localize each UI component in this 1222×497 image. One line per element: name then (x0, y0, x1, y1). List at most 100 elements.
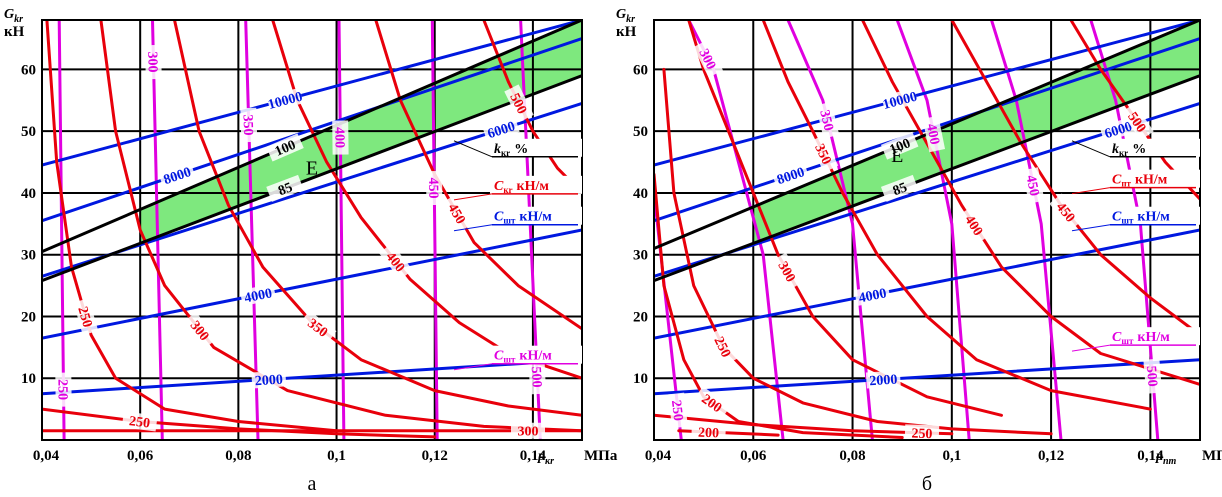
magenta-line (786, 20, 874, 440)
magenta-line-label-bg (145, 44, 162, 80)
red-curve-label: 300 (518, 425, 539, 440)
magenta-line-label-bg (668, 392, 688, 429)
magenta-line-label: 450 (1023, 174, 1042, 198)
k-line-group (42, 20, 582, 283)
y-axis-label: Gkr (616, 7, 635, 25)
legend-unit: % (514, 142, 528, 157)
magenta-line-label-bg (693, 39, 723, 78)
y-axis-label-main: G (616, 7, 626, 22)
panel-b: 2503003504004505001000080006000400020003… (616, 7, 1222, 495)
legend-entry-bg (1108, 169, 1200, 188)
x-axis-unit: МПа (584, 448, 618, 464)
x-tick-label: 0,06 (127, 448, 154, 464)
blue-line-label-bg (865, 370, 901, 389)
y-tick-label: 60 (21, 62, 36, 78)
legend-entry-bg (490, 206, 582, 225)
legend-unit: кН/м (517, 179, 550, 194)
red-curve (45, 20, 338, 433)
magenta-line (990, 20, 1063, 440)
blue-line (654, 228, 1200, 340)
k-line-label-bg (880, 131, 919, 160)
panel-caption: б (922, 473, 932, 495)
legend-entry-bg (1108, 138, 1200, 157)
legend-unit: кН/м (1137, 330, 1170, 345)
k-line-label: 85 (276, 180, 294, 199)
red-curve (761, 20, 1152, 411)
x-tick-label: 0,1 (942, 448, 961, 464)
panel-caption: а (308, 473, 317, 495)
magenta-line-label: 300 (144, 51, 159, 72)
y-axis-unit: кН (616, 24, 637, 40)
k-line (654, 74, 1200, 283)
y-tick-label: 50 (633, 124, 648, 140)
y-axis-unit: кН (4, 24, 25, 40)
x-tick-label: 0,08 (839, 448, 865, 464)
blue-line-label: 2000 (869, 373, 898, 390)
legend-leader (453, 224, 493, 232)
magenta-line-label-bg (815, 101, 840, 139)
red-curve-label-bg (809, 134, 839, 173)
legend-sub: шт (503, 216, 516, 226)
x-tick-label: 0,12 (1038, 448, 1064, 464)
red-curve-label-bg (379, 243, 413, 280)
legend-entry: Cшт кН/м (494, 210, 552, 226)
legend-leader (453, 363, 493, 371)
magenta-line-label: 500 (528, 366, 544, 388)
magenta-line (895, 20, 971, 440)
legend-sub: кr (1119, 148, 1128, 158)
magenta-line-label-bg (528, 359, 547, 395)
red-curve-label-bg (958, 206, 991, 244)
legend-entry: kкr% (494, 142, 528, 158)
legend-sub: кr (501, 148, 510, 158)
blue-line-label-bg (239, 283, 277, 307)
k-line-label-bg (266, 133, 304, 162)
k-line (42, 74, 582, 283)
legend-entry-bg (1108, 327, 1200, 346)
y-tick-label: 50 (21, 124, 36, 140)
y-axis-label-main: G (4, 7, 14, 22)
x-tick-label: 0,04 (645, 448, 672, 464)
y-tick-label: 10 (633, 371, 648, 387)
x-axis-label: pкr (537, 449, 554, 467)
magenta-line-label-bg (332, 120, 349, 155)
x-tick-label: 0,04 (33, 448, 60, 464)
y-tick-label: 30 (21, 248, 36, 264)
red-curve-label-bg (504, 84, 534, 123)
k-line-label: 85 (891, 180, 909, 199)
magenta-line-label-bg (922, 115, 946, 153)
magenta-line-label: 400 (923, 122, 942, 146)
magenta-line-label: 250 (54, 379, 69, 400)
magenta-line-label: 350 (239, 114, 255, 135)
blue-line-label-bg (158, 162, 196, 189)
blue-line (654, 20, 1200, 167)
zone-label: E (891, 145, 903, 167)
legend-main: C (494, 349, 504, 364)
magenta-line-label: 450 (425, 177, 440, 198)
legend-main: k (1112, 142, 1119, 157)
red-curve-label-bg (299, 310, 337, 344)
blue-line (42, 228, 582, 340)
zone-label: E (306, 157, 318, 179)
red-curve-label: 250 (74, 305, 94, 329)
legend-entry: Cшт кН/м (1112, 330, 1170, 346)
x-tick-label: 0,06 (740, 448, 767, 464)
legend-entry: kкr% (1112, 142, 1146, 158)
x-axis-label-main: p (537, 449, 545, 464)
legend-unit: кН/м (519, 210, 552, 225)
magenta-line-label: 350 (816, 109, 836, 133)
red-curve-label-bg (772, 252, 803, 291)
legend-main: k (494, 142, 501, 157)
k-line-label: 100 (888, 136, 913, 158)
y-tick-label: 30 (633, 248, 648, 264)
blue-line-label: 4000 (857, 286, 887, 306)
legend-main: C (494, 179, 504, 194)
plot-frame (41, 19, 583, 441)
legend-leader (1071, 140, 1111, 158)
y-tick-label: 10 (21, 371, 36, 387)
magenta-line-label: 400 (331, 127, 346, 148)
legend-leader (453, 193, 493, 201)
x-axis-label: pпт (1155, 449, 1177, 467)
magenta-line-label-bg (1022, 167, 1045, 204)
legend-entry: Cшт кН/м (1112, 210, 1170, 226)
